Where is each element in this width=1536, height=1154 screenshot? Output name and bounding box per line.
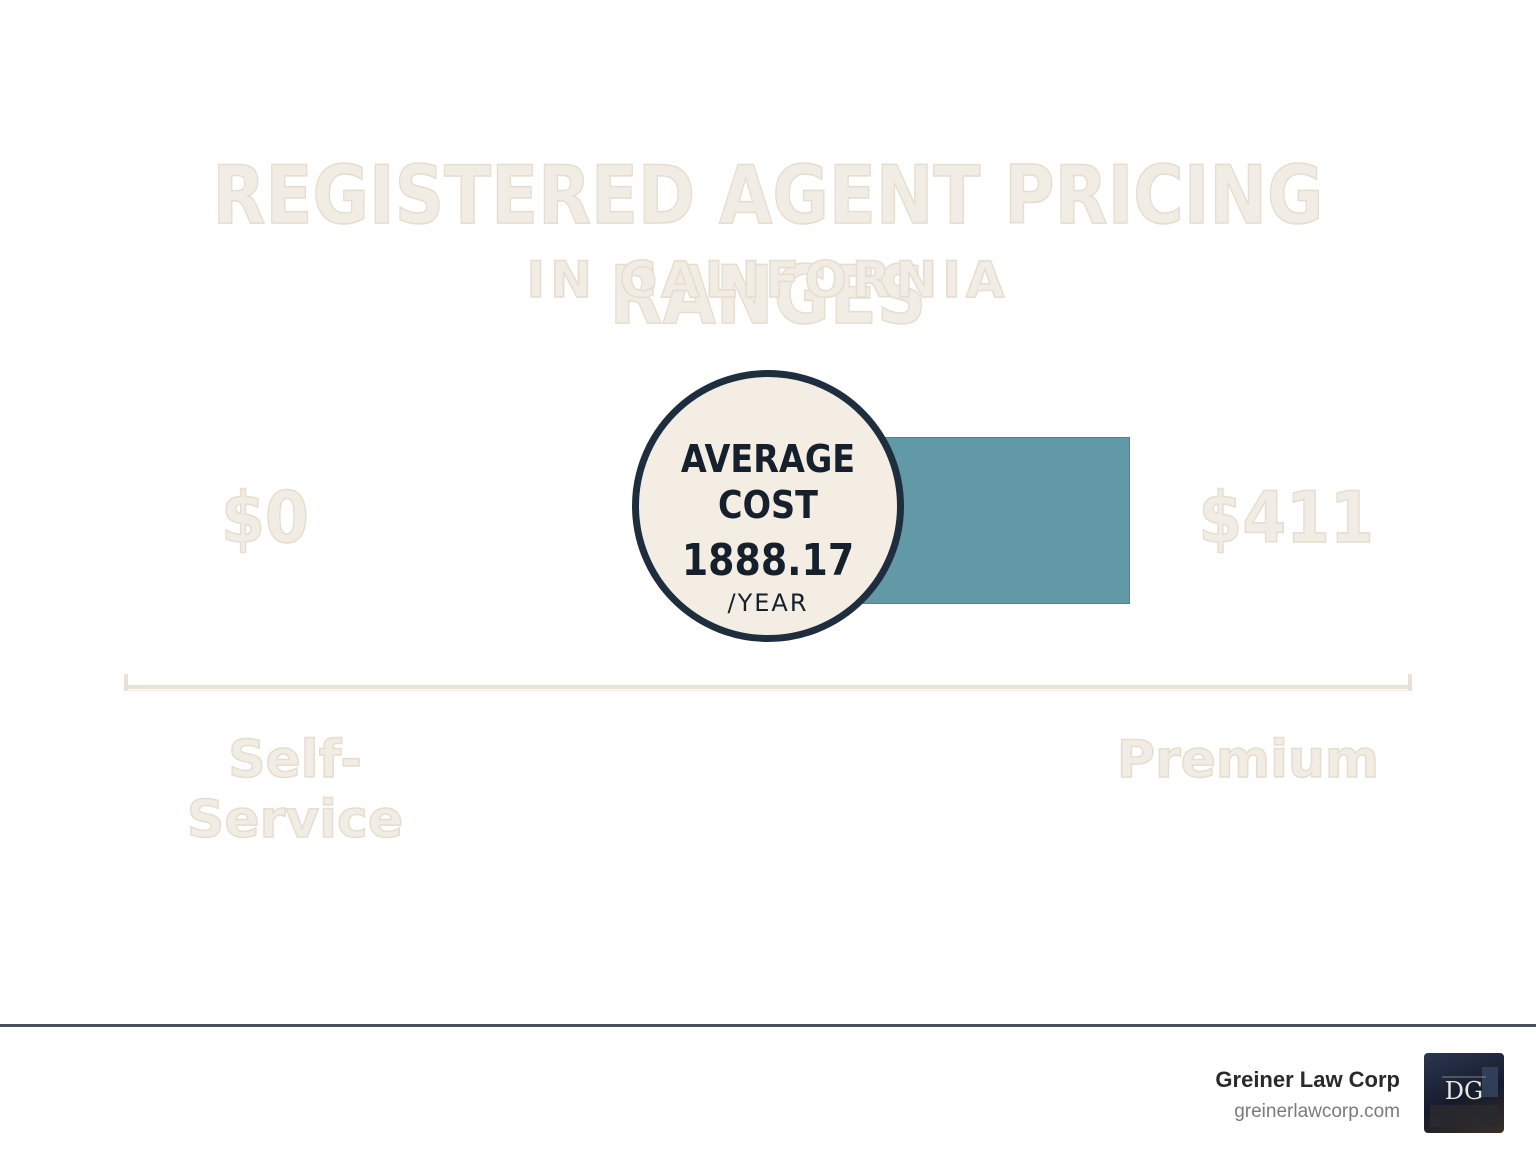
- scale-tick-left: [124, 674, 128, 691]
- company-logo-mark: DG: [1430, 1067, 1498, 1127]
- average-cost-badge: AVERAGE COST 1888.17 /YEAR: [632, 370, 904, 642]
- badge-label-average: AVERAGE: [680, 437, 856, 481]
- range-scale-line: [124, 685, 1412, 691]
- range-min-price: $0: [220, 476, 309, 560]
- range-max-price: $411: [1198, 476, 1375, 560]
- company-name: Greiner Law Corp: [1215, 1067, 1400, 1092]
- footer-bar: Greiner Law Corp greinerlawcorp.com DG: [0, 1024, 1536, 1154]
- badge-amount: 1888.17: [681, 535, 855, 586]
- page-title: REGISTERED AGENT PRICING RANGES: [212, 148, 1324, 343]
- badge-unit: /YEAR: [727, 589, 809, 617]
- page-subtitle: IN CALIFORNIA: [526, 250, 1010, 310]
- logo-monogram: DG: [1445, 1077, 1483, 1105]
- tier-label-premium: Premium: [1116, 729, 1380, 791]
- company-logo: DG: [1424, 1053, 1504, 1133]
- company-website[interactable]: greinerlawcorp.com: [1234, 1101, 1400, 1122]
- scale-tick-right: [1408, 674, 1412, 691]
- tier-label-self-service: Self- Service: [186, 729, 404, 851]
- badge-label-cost: COST: [718, 483, 818, 527]
